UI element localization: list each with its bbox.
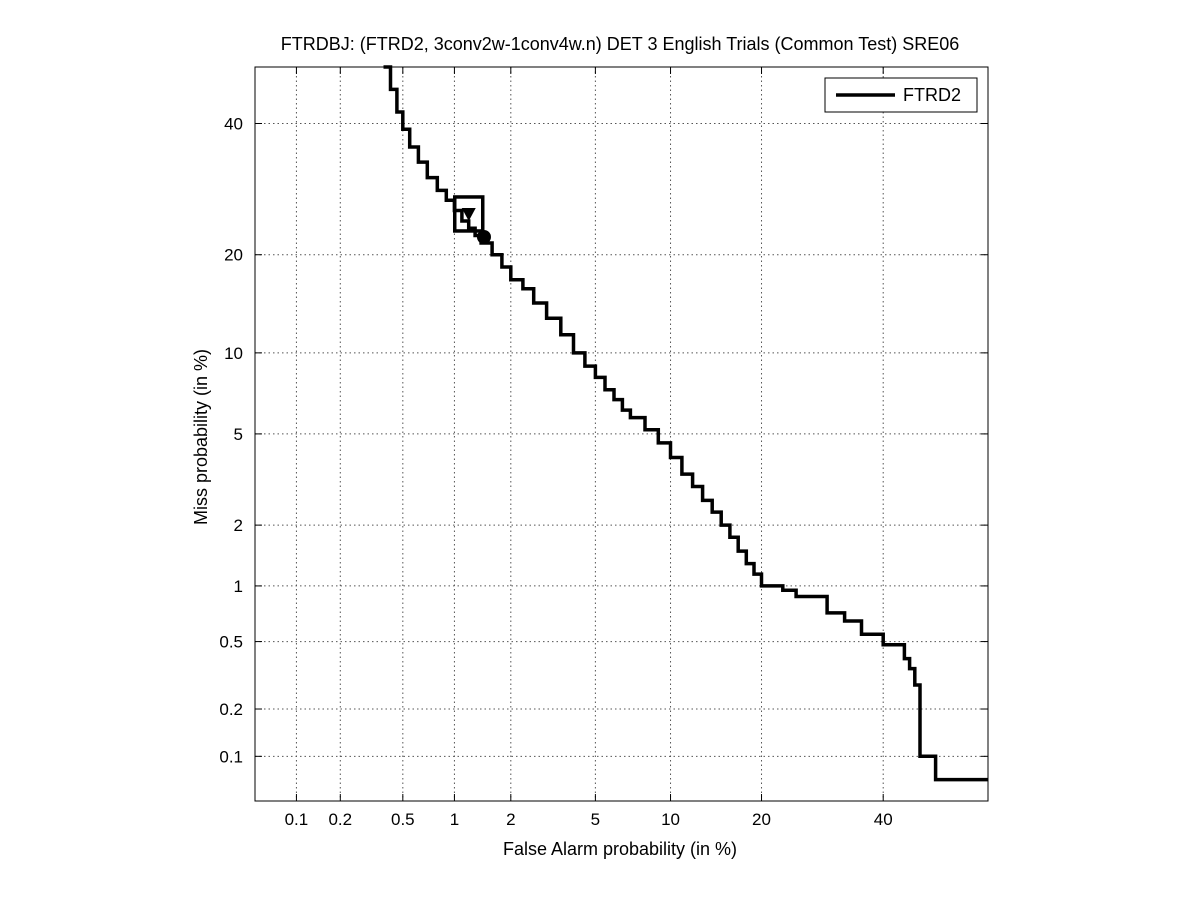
x-tick-label: 1: [450, 810, 459, 829]
x-tick-label: 20: [752, 810, 771, 829]
y-tick-label: 2: [234, 516, 243, 535]
y-axis-label: Miss probability (in %): [191, 349, 211, 525]
min-dcf-triangle-marker: [461, 207, 476, 221]
x-tick-label: 2: [506, 810, 515, 829]
y-tick-label: 20: [224, 246, 243, 265]
operating-point-markers: [452, 195, 491, 244]
y-tick-label: 0.5: [219, 633, 243, 652]
y-tick-label: 10: [224, 344, 243, 363]
x-tick-label: 0.1: [285, 810, 309, 829]
legend-label-ftrd2: FTRD2: [903, 85, 961, 105]
chart-title: FTRDBJ: (FTRD2, 3conv2w-1conv4w.n) DET 3…: [281, 34, 960, 54]
min-dcf-square-marker: [452, 195, 485, 233]
x-tick-label: 10: [661, 810, 680, 829]
x-axis-label: False Alarm probability (in %): [503, 839, 737, 859]
x-tick-label: 5: [591, 810, 600, 829]
x-tick-label: 0.2: [328, 810, 352, 829]
series-line-ftrd2: [383, 65, 988, 782]
y-tick-label: 1: [234, 577, 243, 596]
grid-layer: [255, 67, 988, 801]
y-tick-label: 40: [224, 115, 243, 134]
x-tick-label: 40: [874, 810, 893, 829]
axes-frame: [254, 66, 989, 802]
y-tick-label: 5: [234, 425, 243, 444]
actual-dcf-circle-marker: [476, 229, 491, 244]
y-tick-label: 0.1: [219, 747, 243, 766]
tick-layer: 0.1 0.2 0.5 1 2 5 10 20 40 0.1 0.2 0.5 1 2 5 10 20 40: [219, 67, 988, 829]
x-tick-label: 0.5: [391, 810, 415, 829]
legend: FTRD2: [824, 77, 978, 113]
y-tick-label: 0.2: [219, 700, 243, 719]
plot-area: [383, 65, 988, 782]
